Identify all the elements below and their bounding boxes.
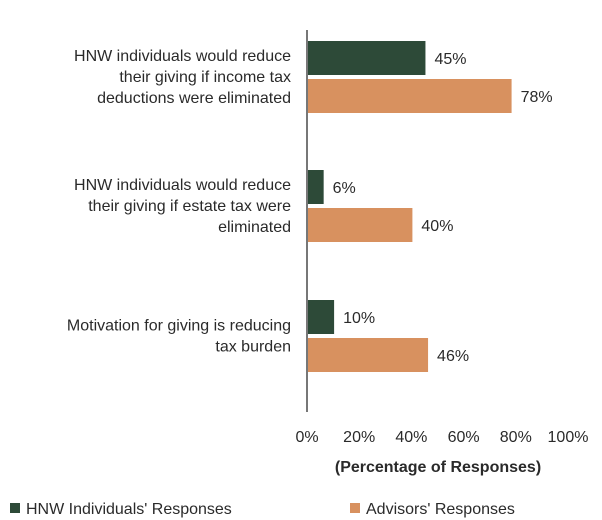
hnw-bar xyxy=(308,41,426,75)
hnw-bar xyxy=(308,170,324,204)
category-label: Motivation for giving is reducing xyxy=(67,318,291,335)
value-labels: 45% 6% 10% 78% 40% 46% xyxy=(333,51,553,365)
value-label: 46% xyxy=(437,348,469,365)
x-tick-label: 40% xyxy=(395,429,427,446)
legend-swatch xyxy=(350,503,360,513)
hnw-bar xyxy=(308,300,335,334)
category-label: their giving if estate tax were xyxy=(88,198,291,215)
advisor-bar xyxy=(308,208,413,242)
legend-label: HNW Individuals' Responses xyxy=(26,501,232,518)
category-label: their giving if income tax xyxy=(119,69,291,86)
category-labels: HNW individuals would reduce their giving… xyxy=(67,48,291,356)
x-tick-label: 0% xyxy=(295,429,318,446)
x-tick-label: 60% xyxy=(448,429,480,446)
category-label: tax burden xyxy=(215,339,291,356)
category-label: eliminated xyxy=(218,219,291,236)
value-label: 10% xyxy=(343,310,375,327)
category-label: HNW individuals would reduce xyxy=(74,177,291,194)
value-label: 78% xyxy=(521,89,553,106)
value-label: 40% xyxy=(421,218,453,235)
x-tick-label: 20% xyxy=(343,429,375,446)
advisor-bar xyxy=(308,338,429,372)
bars xyxy=(308,41,512,372)
category-label: deductions were eliminated xyxy=(97,90,291,107)
value-label: 6% xyxy=(333,180,356,197)
x-axis-title: (Percentage of Responses) xyxy=(335,459,541,476)
category-label: HNW individuals would reduce xyxy=(74,48,291,65)
value-label: 45% xyxy=(434,51,466,68)
advisor-bar xyxy=(308,79,512,113)
x-tick-labels: 0% 20% 40% 60% 80% 100% xyxy=(295,429,588,446)
legend: HNW Individuals' Responses Advisors' Resp… xyxy=(10,501,515,518)
legend-swatch xyxy=(10,503,20,513)
x-tick-label: 80% xyxy=(500,429,532,446)
x-tick-label: 100% xyxy=(548,429,589,446)
legend-label: Advisors' Responses xyxy=(366,501,515,518)
